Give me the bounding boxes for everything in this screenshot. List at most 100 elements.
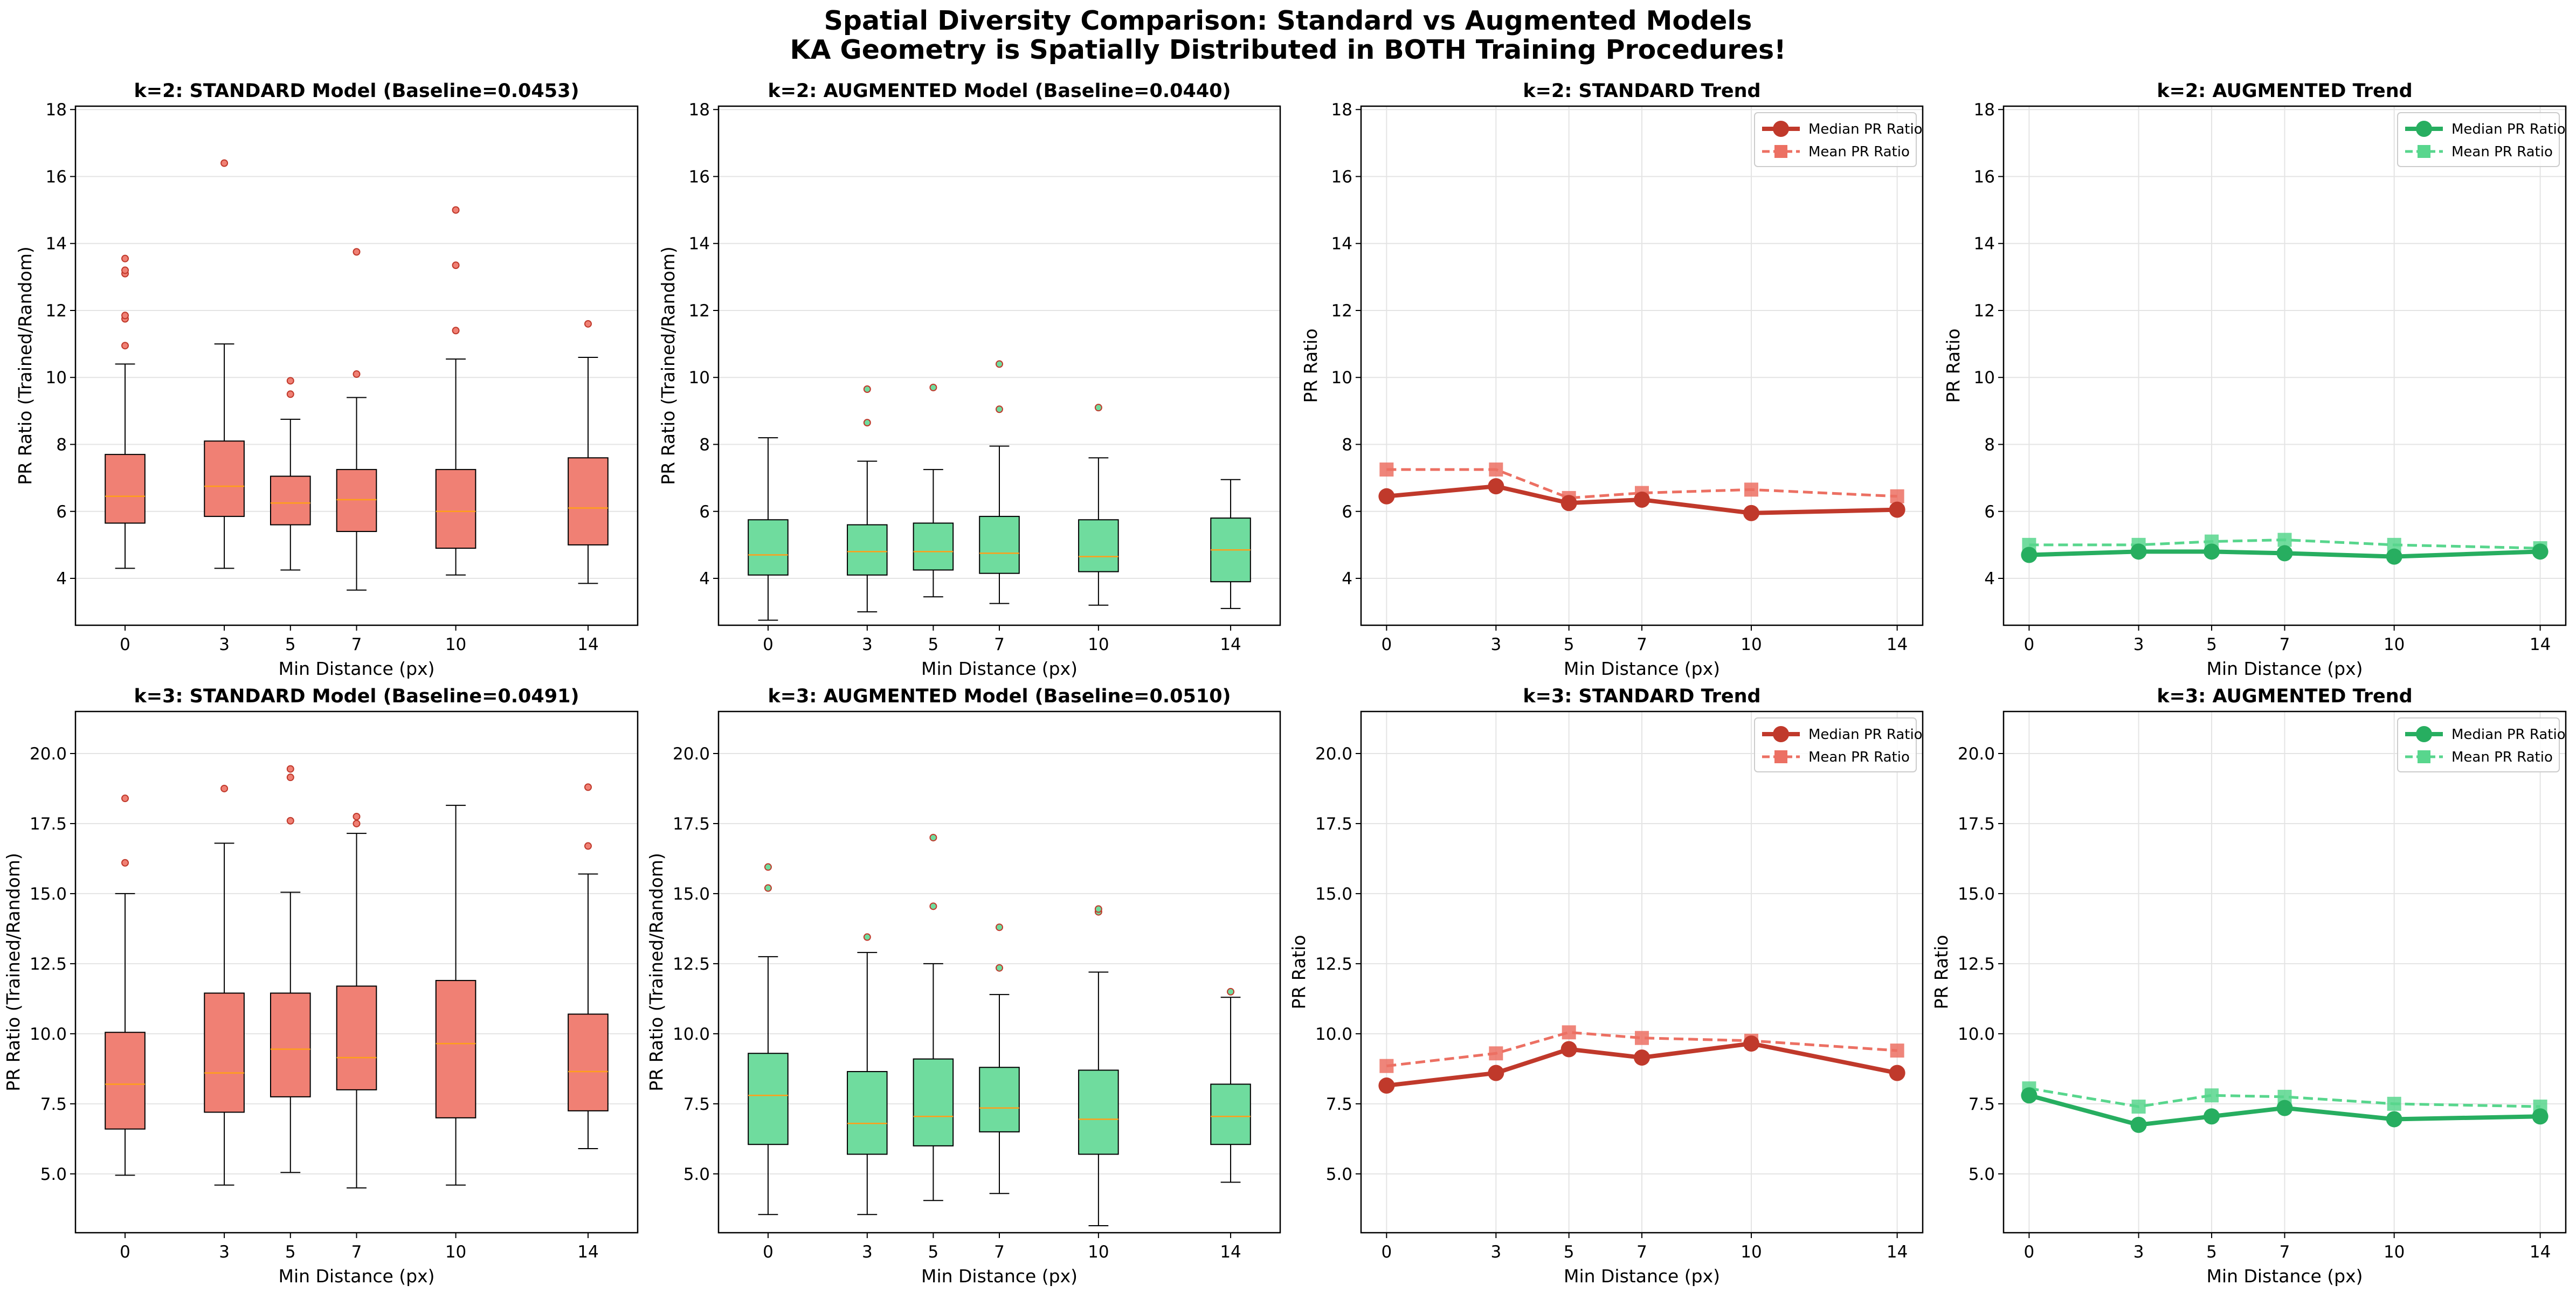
y-tick-label: 5.0 (1969, 1165, 1995, 1184)
box-7 (336, 248, 377, 591)
outlier-point (452, 206, 460, 214)
median-point (2204, 1108, 2220, 1125)
y-tick-label: 10.0 (1958, 1025, 1995, 1044)
mean-point (1562, 1025, 1576, 1040)
x-tick-label: 7 (1636, 1242, 1647, 1262)
x-tick-label: 7 (2280, 1242, 2290, 1262)
mean-point (1744, 482, 1758, 497)
median-point (1743, 505, 1759, 521)
x-tick-label: 0 (1381, 635, 1392, 654)
y-tick-label: 6 (1342, 502, 1352, 522)
outlier-point (1094, 905, 1102, 913)
x-axis-label: Min Distance (px) (1564, 1266, 1720, 1287)
y-tick-label: 20.0 (30, 744, 67, 764)
outlier-point (452, 327, 460, 335)
median-point (2021, 547, 2038, 563)
y-tick-label: 6 (1984, 502, 1995, 522)
box-14 (568, 320, 609, 584)
axes-frame (2002, 710, 2567, 1234)
y-tick-label: 10 (1331, 368, 1352, 388)
x-tick-label: 14 (577, 635, 598, 654)
x-tick-label: 3 (862, 1242, 873, 1262)
x-tick-label: 3 (219, 635, 230, 654)
mean-point (1489, 1046, 1503, 1061)
y-tick-label: 4 (1984, 569, 1995, 589)
median-point (2276, 1100, 2293, 1116)
y-tick-label: 14 (46, 234, 67, 254)
y-tick-label: 12.5 (30, 955, 67, 974)
mean-point (2131, 1100, 2146, 1114)
median-point (2276, 545, 2293, 562)
y-tick-label: 12.5 (1315, 955, 1352, 974)
x-axis-label: Min Distance (px) (921, 658, 1078, 679)
y-tick-label: 12 (46, 301, 67, 321)
y-tick-label: 8 (1342, 436, 1352, 455)
y-tick-label: 5.0 (683, 1165, 710, 1184)
outlier-point (764, 884, 772, 892)
series-mean-line (2029, 538, 2540, 550)
x-tick-label: 14 (1220, 635, 1241, 654)
mean-point (1890, 489, 1904, 503)
box-10 (1078, 905, 1119, 1227)
y-tick-label: 5.0 (1326, 1165, 1352, 1184)
legend-mean-label: Mean PR Ratio (1808, 749, 1910, 765)
box-iqr (913, 522, 954, 571)
y-tick-label: 4 (1342, 569, 1352, 589)
outlier-point (863, 385, 871, 393)
box-iqr (847, 1071, 888, 1155)
outlier-point (121, 254, 129, 262)
outlier-point (121, 794, 129, 803)
x-tick-label: 3 (219, 1242, 230, 1262)
legend: Median PR Ratio Mean PR Ratio (2397, 112, 2566, 167)
y-tick-label: 7.5 (40, 1095, 67, 1114)
figure-title-line2: KA Geometry is Spatially Distributed in … (790, 34, 1786, 65)
box-5 (913, 383, 954, 598)
x-tick-label: 14 (1887, 635, 1908, 654)
x-tick-label: 3 (1490, 635, 1501, 654)
y-axis-label: PR Ratio (Trained/Random) (15, 246, 36, 485)
x-tick-label: 10 (1088, 635, 1109, 654)
outlier-point (929, 902, 937, 910)
median-point (2532, 1108, 2549, 1125)
median-point (1634, 492, 1650, 508)
mean-point (1890, 1044, 1904, 1058)
outlier-point (1094, 404, 1102, 412)
mean-point (1489, 462, 1503, 477)
box-iqr (748, 1053, 789, 1145)
box-iqr (270, 475, 311, 526)
legend: Median PR Ratio Mean PR Ratio (1754, 112, 1923, 167)
median-point (2130, 543, 2147, 560)
y-tick-label: 20.0 (1958, 744, 1995, 764)
outlier-point (929, 833, 937, 841)
x-tick-label: 0 (2024, 1242, 2035, 1262)
x-tick-label: 14 (1220, 1242, 1241, 1262)
y-tick-label: 15.0 (30, 885, 67, 904)
subplot-1: 4 6 8 10 12 14 16 18 0 3 5 7 10 14 k=2: STANDARD Model… (15, 80, 639, 679)
box-0 (105, 794, 146, 1176)
box-0 (105, 254, 146, 569)
axes-frame (1360, 105, 1924, 626)
axes-frame (74, 710, 639, 1234)
subplot-title: k=3: AUGMENTED Trend (2157, 686, 2412, 707)
outlier-point (584, 842, 592, 850)
mean-point (1379, 462, 1394, 477)
outlier-point (996, 360, 1003, 368)
box-10 (435, 206, 476, 576)
median-point (2386, 1111, 2402, 1128)
legend-median-marker (1773, 726, 1789, 742)
median-point (2130, 1116, 2147, 1133)
y-tick-label: 15.0 (1958, 885, 1995, 904)
legend-frame (2397, 717, 2560, 772)
y-tick-label: 12 (1331, 301, 1352, 321)
outlier-point (996, 405, 1003, 413)
x-tick-label: 5 (285, 1242, 296, 1262)
x-tick-label: 7 (994, 1242, 1005, 1262)
x-tick-label: 5 (2206, 1242, 2217, 1262)
figure-title: Spatial Diversity Comparison: Standard v… (0, 6, 2576, 65)
mean-point (2205, 1088, 2219, 1103)
y-tick-label: 14 (1331, 234, 1352, 254)
median-point (1743, 1035, 1759, 1052)
y-tick-label: 15.0 (673, 885, 710, 904)
x-axis-label: Min Distance (px) (2206, 658, 2363, 679)
outlier-point (996, 923, 1003, 931)
